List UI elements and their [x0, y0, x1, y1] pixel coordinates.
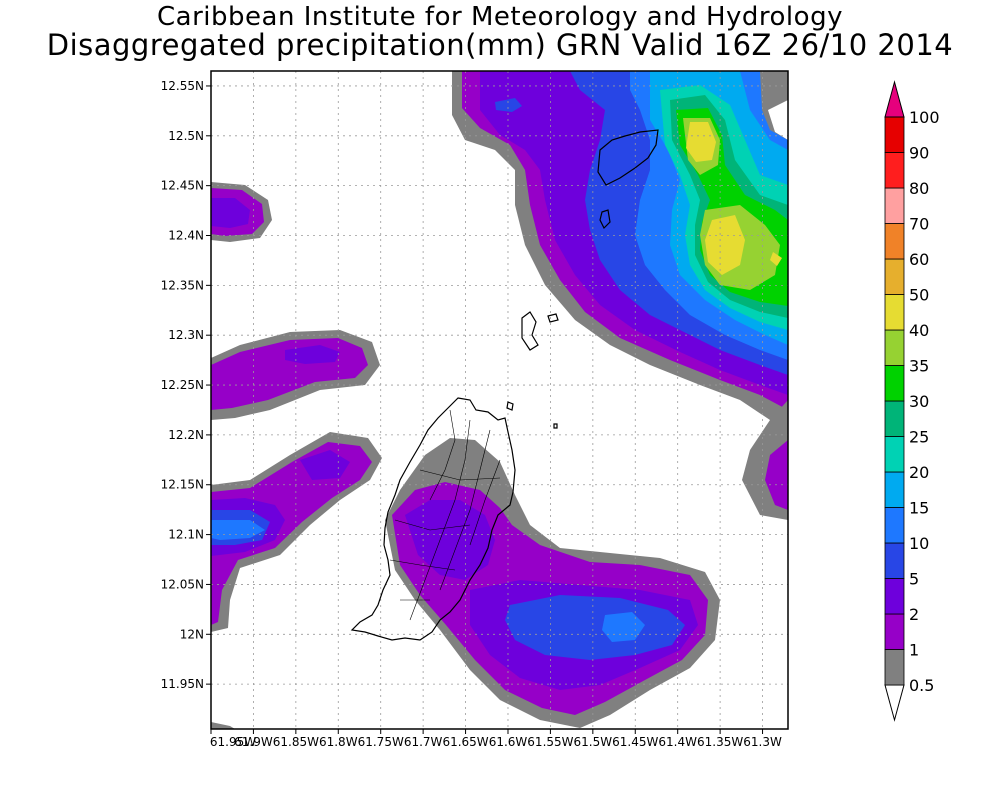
- latitude-axis: 12.55N 12.5N 12.45N 12.4N 12.35N 12.3N 12.25N 1…: [161, 79, 211, 691]
- colorbar-box: [884, 613, 905, 650]
- lon-tick-label: 61.8W: [319, 735, 358, 749]
- lon-tick-label: 61.75W: [358, 735, 404, 749]
- rain-area-w3-1: [211, 442, 372, 625]
- map-frame: [210, 70, 789, 730]
- islet-1: [547, 313, 559, 323]
- colorbar-label: 1: [909, 641, 919, 660]
- colorbar-label: 10: [909, 534, 929, 553]
- colorbar-box: [884, 223, 905, 260]
- rain-area-w3-10: [211, 520, 265, 540]
- lon-tick-label: 61.5W: [574, 735, 613, 749]
- colorbar-label: 5: [909, 570, 919, 589]
- grenada-coastline: [350, 397, 516, 641]
- colorbar-label: 35: [909, 357, 929, 376]
- colorbar-box: [884, 542, 905, 579]
- rain-area-ne-40: [686, 122, 782, 275]
- colorbar-label: 90: [909, 144, 929, 163]
- ronde-island-coastline: [521, 311, 539, 351]
- lon-tick-label: 61.3W: [743, 735, 782, 749]
- lat-tick-label: 12.2N: [168, 428, 204, 442]
- colorbar-box: [884, 187, 905, 224]
- rain-area-e-1: [765, 440, 788, 510]
- lon-tick-label: 61.65W: [442, 735, 488, 749]
- chart-title: Caribbean Institute for Meteorology and …: [157, 2, 843, 32]
- petite-martinique-coastline: [599, 209, 611, 230]
- rain-area-w1-2: [211, 198, 250, 228]
- lat-tick-label: 12.3N: [168, 328, 204, 342]
- carriacou-coastline: [597, 129, 659, 186]
- colorbar-label: 70: [909, 215, 929, 234]
- colorbar-label: 25: [909, 428, 929, 447]
- colorbar-label: 2: [909, 605, 919, 624]
- colorbar-label: 50: [909, 286, 929, 305]
- lat-tick-label: 12.05N: [161, 577, 204, 591]
- colorbar-box: [884, 258, 905, 295]
- lat-tick-label: 12.15N: [161, 478, 204, 492]
- rain-area-w2-2: [285, 345, 340, 364]
- islet-2: [506, 401, 514, 411]
- lat-tick-label: 12.55N: [161, 79, 204, 93]
- lat-tick-label: 12.1N: [168, 528, 204, 542]
- colorbar-box: [884, 578, 905, 615]
- lat-tick-label: 12.35N: [161, 278, 204, 292]
- lon-tick-label: 61.55W: [527, 735, 573, 749]
- lon-tick-label: 61.9W: [234, 735, 273, 749]
- colorbar-box: [884, 294, 905, 331]
- colorbar-upper-arrow: [884, 80, 905, 118]
- colorbar-label: 0.5: [909, 676, 934, 695]
- islet-3: [553, 423, 558, 429]
- colorbar-label: 60: [909, 250, 929, 269]
- colorbar-box: [884, 471, 905, 508]
- lat-tick-label: 12.5N: [168, 129, 204, 143]
- lon-tick-label: 61.95W: [210, 735, 256, 749]
- chart-subtitle: Disaggregated precipitation(mm) GRN Vali…: [46, 28, 954, 62]
- colorbar-box: [884, 365, 905, 402]
- colorbar-box: [884, 400, 905, 437]
- colorbar-box: [884, 329, 905, 366]
- lon-tick-label: 61.85W: [273, 735, 319, 749]
- rain-area-ne-edge-white: [768, 100, 788, 140]
- colorbar-label: 30: [909, 392, 929, 411]
- lat-tick-label: 11.95N: [161, 677, 204, 691]
- rain-area-top-5: [495, 98, 522, 112]
- lon-tick-label: 61.7W: [404, 735, 443, 749]
- island-outlines: [350, 129, 659, 641]
- lon-tick-label: 61.45W: [612, 735, 658, 749]
- lon-tick-label: 61.4W: [658, 735, 697, 749]
- lat-tick-label: 12N: [180, 627, 204, 641]
- colorbar-lower-arrow: [884, 684, 905, 722]
- lon-tick-label: 61.6W: [489, 735, 528, 749]
- colorbar-box: [884, 507, 905, 544]
- lat-tick-label: 12.45N: [161, 179, 204, 193]
- rain-area-sw-0.5: [211, 722, 235, 729]
- colorbar-label: 40: [909, 321, 929, 340]
- grenada-parish-lines: [389, 409, 501, 621]
- lat-tick-label: 12.25N: [161, 378, 204, 392]
- precipitation-field: [211, 71, 788, 729]
- rain-area-c-10: [602, 612, 645, 642]
- colorbar-box: [884, 436, 905, 473]
- colorbar-label: 20: [909, 463, 929, 482]
- colorbar-box: [884, 152, 905, 189]
- colorbar-label: 15: [909, 499, 929, 518]
- lat-tick-label: 12.4N: [168, 229, 204, 243]
- colorbar-box: [884, 649, 905, 686]
- colorbar-label: 80: [909, 179, 929, 198]
- lon-tick-label: 61.35W: [697, 735, 743, 749]
- colorbar-label: 100: [909, 108, 940, 127]
- map-grid: [211, 71, 788, 729]
- colorbar-box: [884, 116, 905, 153]
- rain-area-c-5: [505, 595, 685, 660]
